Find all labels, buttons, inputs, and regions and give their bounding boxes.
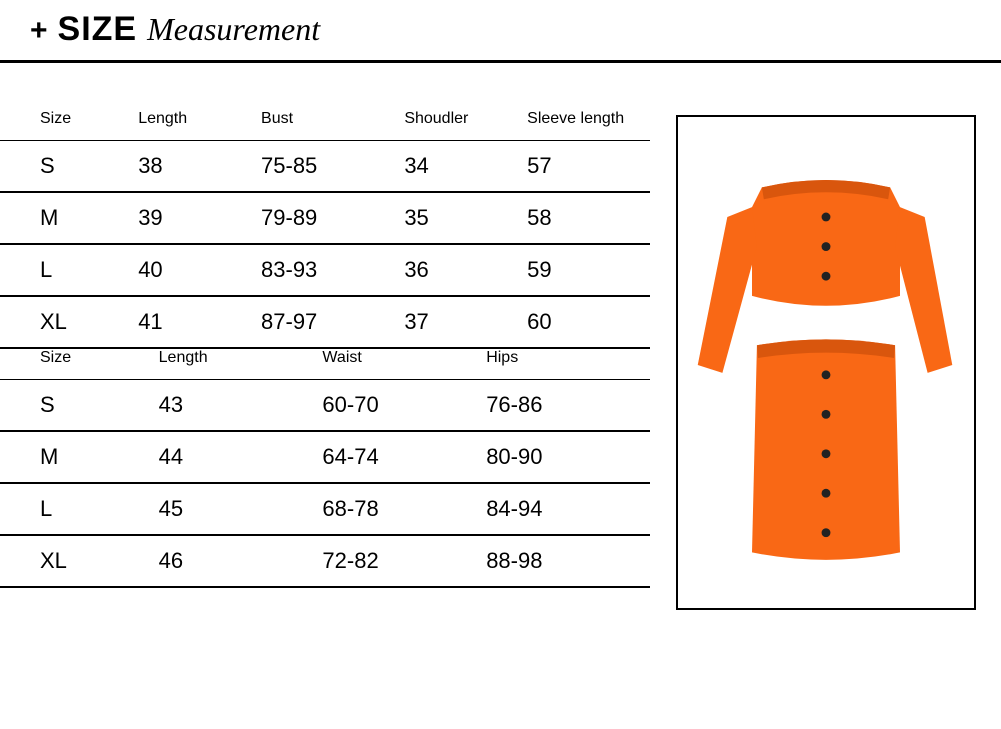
cell: 60: [527, 296, 650, 348]
table-row: L 45 68-78 84-94: [0, 483, 650, 535]
product-illustration: [678, 117, 974, 608]
cell: 88-98: [486, 535, 650, 587]
cell: S: [0, 140, 138, 192]
cell: 36: [404, 244, 527, 296]
size-table-bottom: Size Length Waist Hips S 43 60-70 76-86 …: [0, 349, 650, 588]
size-table-top: Size Length Bust Shoudler Sleeve length …: [0, 110, 650, 349]
th-hips: Hips: [486, 349, 650, 379]
th-bust: Bust: [261, 110, 404, 140]
cell: 43: [159, 379, 323, 431]
product-image-panel: [676, 115, 976, 610]
cell: 41: [138, 296, 261, 348]
cell: 44: [159, 431, 323, 483]
table-row: M 44 64-74 80-90: [0, 431, 650, 483]
cell: 34: [404, 140, 527, 192]
cell: 87-97: [261, 296, 404, 348]
cell: 40: [138, 244, 261, 296]
title-underline: [0, 60, 1001, 63]
th-size: Size: [0, 349, 159, 379]
cell: 37: [404, 296, 527, 348]
table-row: XL 46 72-82 88-98: [0, 535, 650, 587]
th-length: Length: [138, 110, 261, 140]
cell: XL: [0, 296, 138, 348]
cell: M: [0, 431, 159, 483]
cell: 76-86: [486, 379, 650, 431]
cell: 80-90: [486, 431, 650, 483]
cell: 75-85: [261, 140, 404, 192]
title-measurement: Measurement: [147, 11, 320, 48]
cell: 38: [138, 140, 261, 192]
cell: S: [0, 379, 159, 431]
cell: 83-93: [261, 244, 404, 296]
cell: L: [0, 244, 138, 296]
table-row: S 38 75-85 34 57: [0, 140, 650, 192]
cell: 39: [138, 192, 261, 244]
cell: 57: [527, 140, 650, 192]
cell: 46: [159, 535, 323, 587]
cell: 59: [527, 244, 650, 296]
th-length: Length: [159, 349, 323, 379]
plus-sign: +: [30, 14, 48, 48]
cell: 64-74: [322, 431, 486, 483]
cell: 45: [159, 483, 323, 535]
cell: XL: [0, 535, 159, 587]
cell: M: [0, 192, 138, 244]
th-waist: Waist: [322, 349, 486, 379]
th-size: Size: [0, 110, 138, 140]
table1-header-row: Size Length Bust Shoudler Sleeve length: [0, 110, 650, 140]
table-row: M 39 79-89 35 58: [0, 192, 650, 244]
table2-header-row: Size Length Waist Hips: [0, 349, 650, 379]
th-shoulder: Shoudler: [404, 110, 527, 140]
cell: 58: [527, 192, 650, 244]
title-row: + SIZE Measurement: [30, 10, 320, 49]
cell: 72-82: [322, 535, 486, 587]
cell: L: [0, 483, 159, 535]
tables-wrap: Size Length Bust Shoudler Sleeve length …: [0, 110, 650, 588]
table-row: L 40 83-93 36 59: [0, 244, 650, 296]
cell: 68-78: [322, 483, 486, 535]
cell: 60-70: [322, 379, 486, 431]
cell: 35: [404, 192, 527, 244]
title-size: SIZE: [58, 10, 138, 49]
table-row: S 43 60-70 76-86: [0, 379, 650, 431]
cell: 84-94: [486, 483, 650, 535]
th-sleeve: Sleeve length: [527, 110, 650, 140]
cell: 79-89: [261, 192, 404, 244]
table-row: XL 41 87-97 37 60: [0, 296, 650, 348]
